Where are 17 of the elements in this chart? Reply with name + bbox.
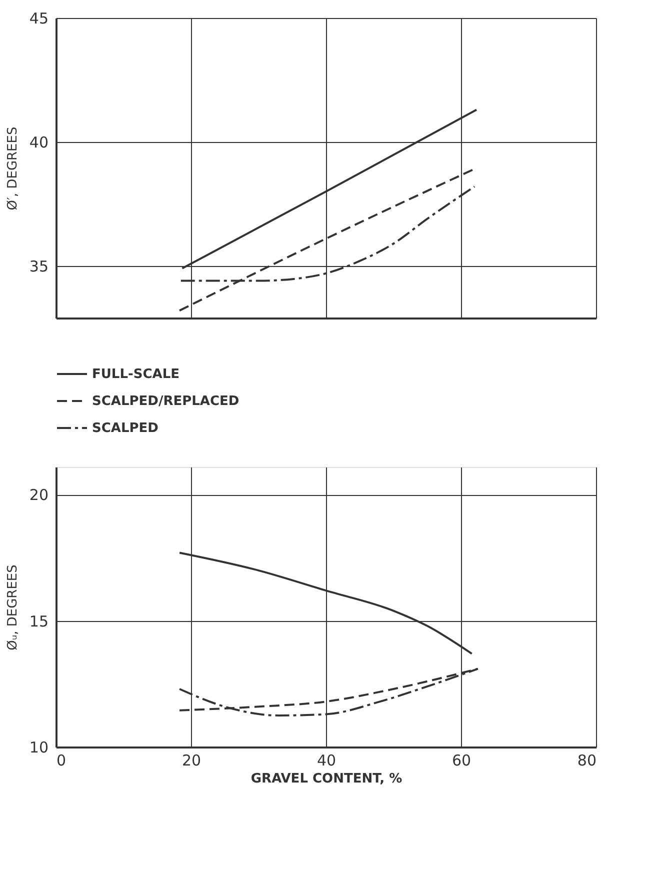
x-tick-label: 20	[182, 752, 202, 770]
x-tick-label: 60	[452, 752, 472, 770]
y-tick-label: 35	[29, 257, 48, 276]
y-tick-label: 45	[29, 10, 48, 28]
x-tick-label: 80	[577, 752, 596, 770]
y-tick-label: 10	[29, 738, 48, 756]
y-axis-title: Ø′, DEGREES	[5, 126, 20, 210]
y-tick-label: 40	[29, 133, 48, 152]
legend-label: SCALPED/REPLACED	[92, 394, 240, 409]
x-tick-label: 0	[56, 752, 66, 770]
y-axis-title: Øᵤ, DEGREES	[5, 564, 20, 650]
legend-label: FULL-SCALE	[92, 367, 180, 382]
y-tick-label: 20	[29, 486, 48, 504]
x-axis-title: GRAVEL CONTENT, %	[250, 772, 402, 786]
y-tick-label: 15	[29, 612, 48, 630]
x-tick-label: 40	[316, 752, 336, 770]
legend-label: SCALPED	[92, 421, 159, 436]
